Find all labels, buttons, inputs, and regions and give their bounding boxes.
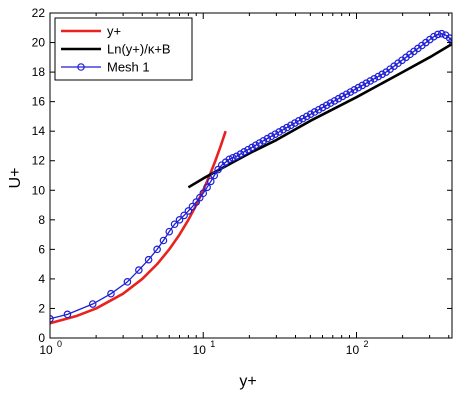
data-point-marker [433,30,442,39]
data-point-marker [318,103,327,112]
data-point-marker [346,88,355,96]
data-point-marker [153,245,161,254]
data-point-marker [63,310,72,319]
x-tick-label: 10 [346,343,360,357]
data-point-marker [287,121,295,130]
data-point-marker [279,125,287,134]
data-point-marker [232,152,241,161]
y-tick-label: 22 [32,6,46,20]
data-point-marker [240,148,248,156]
data-point-marker [374,72,383,81]
data-point-marker [354,83,363,92]
data-point-marker [298,114,307,123]
legend-box [54,17,193,81]
data-point-marker [437,29,446,38]
x-tick-exponent: 2 [363,339,368,349]
data-point-marker [225,155,234,164]
x-tick-exponent: 0 [57,339,62,349]
data-point-marker [229,153,237,162]
x-tick-label: 10 [193,343,207,357]
x-axis-label: y+ [239,373,256,390]
y-axis-label: U+ [7,168,24,189]
axes-box [49,12,453,339]
y-tick-label: 8 [38,213,45,227]
data-point-marker [306,110,315,118]
data-point-marker [251,141,260,150]
data-point-marker [88,300,97,308]
y-tick-label: 4 [38,272,45,286]
data-point-marker [294,117,303,125]
legend-swatch-marker [77,63,85,71]
data-point-marker [263,134,272,143]
data-point-marker [370,74,379,83]
data-point-marker [267,132,276,141]
data-point-marker [259,136,268,145]
data-point-marker [378,70,386,79]
data-point-marker [206,177,215,186]
data-point-marker [175,216,184,224]
legend-entry-label: Mesh 1 [107,60,150,75]
y-tick-label: 6 [38,242,45,256]
x-tick-label: 10 [39,343,53,357]
data-point-marker [326,99,335,107]
data-point-marker [310,108,319,116]
data-point-marker [255,139,264,147]
data-point-marker [248,143,256,152]
data-point-marker [362,79,371,87]
y-tick-label: 16 [32,95,46,109]
plot-area [50,29,452,325]
y-tick-label: 10 [32,183,46,197]
data-point-marker [159,236,168,245]
data-point-marker [271,130,280,138]
data-point-marker [170,220,179,229]
series-line-0 [50,130,227,325]
data-point-marker [199,189,208,198]
y-tick-label: 14 [32,124,46,138]
data-point-marker [236,150,245,158]
data-point-marker [322,101,331,110]
data-point-marker [302,112,311,121]
data-point-marker [123,278,132,286]
data-point-marker [214,165,222,174]
y-tick-label: 18 [32,65,46,79]
data-point-marker [338,92,347,101]
data-point-marker [165,227,174,236]
y-tick-label: 2 [38,301,45,315]
data-point-marker [50,315,54,323]
data-point-marker [203,183,211,192]
data-point-marker [350,86,359,94]
legend-entry-label: y+ [107,24,121,39]
data-point-marker [107,289,115,298]
data-point-marker [291,119,299,127]
data-point-marker [188,202,197,211]
x-tick-exponent: 1 [210,339,215,349]
data-point-marker [314,105,323,114]
data-point-marker [366,77,375,85]
data-point-marker [275,128,283,136]
data-point-marker [180,211,188,220]
y-tick-label: 12 [32,154,46,168]
data-point-marker [184,207,193,215]
data-point-marker [135,266,143,274]
data-point-marker [334,94,343,103]
data-point-marker [144,255,153,264]
data-point-marker [342,90,351,99]
y-tick-label: 20 [32,36,46,50]
data-point-marker [192,198,201,206]
data-point-marker [445,34,452,42]
data-point-marker [244,145,252,154]
data-point-marker [429,32,438,41]
data-point-marker [358,81,367,90]
data-point-marker [210,171,219,180]
legend-entry-label: Ln(y+)/κ+B [107,42,171,57]
data-point-marker [283,123,291,132]
data-point-marker [330,97,339,105]
y-tick-label: 0 [38,331,45,345]
legend: y+ Ln(y+)/κ+B Mesh 1 [54,17,193,81]
